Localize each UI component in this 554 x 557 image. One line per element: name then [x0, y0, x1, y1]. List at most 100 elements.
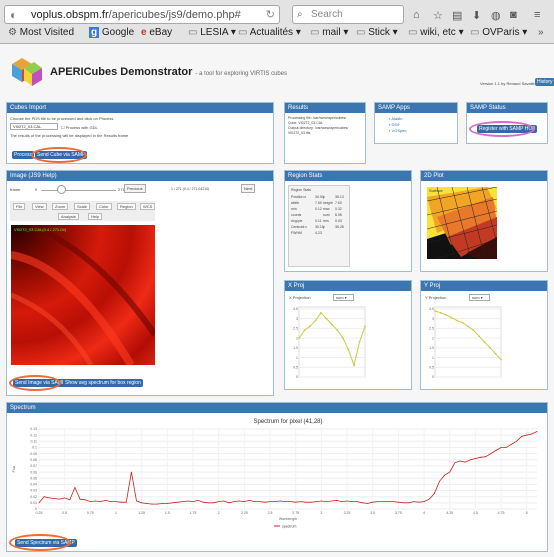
stats-cell: width [291, 201, 299, 205]
data-point [372, 502, 373, 503]
js9-menu-color[interactable]: Color [96, 203, 112, 210]
y-tick-label: 0 [432, 375, 434, 379]
cube-image-display[interactable]: VI0272_03.CAL(0.4 / 271.04) [11, 225, 155, 365]
x-axis-label: Wavelength [279, 517, 297, 521]
data-point [495, 353, 497, 355]
data-point [264, 502, 265, 503]
data-point [336, 500, 337, 501]
y-tick-label: 0.12 [30, 433, 37, 437]
chat-icon[interactable]: ◙ [510, 9, 517, 21]
data-point [316, 501, 317, 502]
js9-menu-region[interactable]: Region [117, 203, 136, 210]
x-tick-label: 4.5 [473, 511, 478, 515]
samp-app-aladin[interactable]: ▪ Aladin [389, 116, 402, 121]
frame-slider[interactable] [41, 190, 116, 191]
menu-icon[interactable]: ≡ [534, 9, 540, 21]
samp-app-vospec[interactable]: ▪ VOSpec [389, 128, 406, 133]
y-tick-label: 2.5 [293, 327, 298, 331]
data-point [146, 503, 147, 504]
apericubes-logo [8, 54, 44, 90]
spectrum-panel: Spectrum Spectrum for pixel (41,28) 0 0.01… [6, 402, 548, 552]
yproj-select[interactable]: sum ▾ [469, 294, 490, 301]
version-text: Version 1.1 by Renaud Savalle [480, 81, 535, 86]
js9-menu-view[interactable]: View [32, 203, 47, 210]
js9-menu-analysis[interactable]: Analysis [58, 213, 79, 220]
stats-cell: counts [291, 213, 301, 217]
frame-label: frame [10, 187, 20, 192]
data-point [298, 337, 300, 339]
frame-slider-handle[interactable] [57, 185, 66, 194]
data-point [306, 502, 307, 503]
bookmark-mail[interactable]: ▭ mail ▾ [310, 27, 348, 43]
next-button[interactable]: Next [241, 184, 255, 193]
cube-file-select[interactable]: VI0272_03.CAL [10, 123, 58, 130]
panel-title: Y Proj [421, 281, 547, 291]
samp-app-ds9[interactable]: ▪ DS9 [389, 122, 399, 127]
search-input[interactable]: Search [311, 9, 343, 20]
stats-cell: 6.06 [335, 213, 342, 217]
show-spectrum-button[interactable]: Show avg spectrum for box region [63, 379, 143, 387]
data-point [460, 461, 461, 462]
bookmark-ebay[interactable]: e eBay [141, 27, 172, 43]
download-icon[interactable]: ⬇ [472, 9, 481, 22]
history-button[interactable]: History [535, 78, 554, 86]
xproj-select[interactable]: sum ▾ [333, 294, 354, 301]
home-icon[interactable]: ⌂ [413, 9, 420, 21]
js9-menu-wcs[interactable]: WCS [140, 203, 155, 210]
panel-title: Spectrum [7, 403, 547, 413]
bookmark-most-visited[interactable]: ⚙ Most Visited [8, 27, 74, 43]
panel-title: 2D Plot [421, 171, 547, 181]
stats-cell: Avg/pix [291, 219, 302, 223]
bookmark-ovparis[interactable]: ▭ OVParis ▾ [470, 27, 527, 43]
data-point [182, 501, 183, 502]
js9-menu-file[interactable]: File [13, 203, 25, 210]
data-point [506, 447, 507, 448]
data-point [275, 501, 276, 502]
data-point [398, 502, 399, 503]
data-point [326, 318, 328, 320]
x-tick-label: 4 [423, 511, 425, 515]
bookmark-lesia[interactable]: ▭ LESIA ▾ [188, 27, 236, 43]
js9-menu-help[interactable]: Help [88, 213, 102, 220]
bookmark-star-icon[interactable]: ☆ [433, 9, 443, 22]
data-point [239, 501, 240, 502]
globe-icon: ◐ [10, 8, 17, 22]
addon-icon[interactable]: ◍ [491, 9, 501, 22]
bookmark-wiki[interactable]: ▭ wiki, etc ▾ [408, 27, 464, 43]
x-tick-label: 3.75 [395, 511, 402, 515]
image-panel: Image (JS9 Help) frame 0 271 Previous 1 … [6, 170, 274, 396]
data-point [280, 501, 281, 502]
x-tick-label: 2.25 [241, 511, 248, 515]
js9-menu-scale[interactable]: Scale [74, 203, 90, 210]
data-point [490, 453, 491, 454]
search-icon: ⌕ [297, 9, 303, 20]
data-point [315, 320, 317, 322]
bookmark-stick[interactable]: ▭ Stick ▾ [356, 27, 398, 43]
url-bar[interactable]: ◐ voplus.obspm.fr/apericubes/js9/demo.ph… [4, 5, 280, 24]
data-point [377, 501, 378, 502]
y-tick-label: 0.03 [30, 489, 37, 493]
stats-cell: 4.23 [315, 231, 322, 235]
data-point [429, 499, 430, 500]
js9-menu-zoom[interactable]: Zoom [52, 203, 68, 210]
data-point [348, 349, 350, 351]
stats-cell: 36.28 [335, 225, 344, 229]
data-point [162, 503, 163, 504]
bookmark-actualites[interactable]: ▭ Actualités ▾ [238, 27, 301, 43]
bookmark-google[interactable]: g Google [89, 27, 134, 43]
data-point [484, 341, 486, 343]
data-point [304, 329, 306, 331]
xproj-panel: X Proj X Projection sum ▾ 0 0.5 1 1.5 2 2.5 3 3… [284, 280, 412, 390]
library-icon[interactable]: ▤ [452, 9, 462, 22]
gdl-checkbox[interactable]: ☐ Process with GDL [61, 125, 98, 130]
reload-icon[interactable]: ↻ [266, 8, 275, 21]
data-point [193, 501, 194, 502]
previous-button[interactable]: Previous [124, 184, 146, 193]
stats-cell: max [323, 207, 330, 211]
search-bar[interactable]: ⌕ Search [292, 5, 404, 24]
region-stats-panel: Region Stats Region Stats Position:x 30.0… [284, 170, 412, 272]
x-tick-label: 1 [115, 511, 117, 515]
overflow-icon[interactable]: » [538, 27, 544, 38]
data-point [39, 502, 40, 503]
y-tick-label: 1 [432, 356, 434, 360]
